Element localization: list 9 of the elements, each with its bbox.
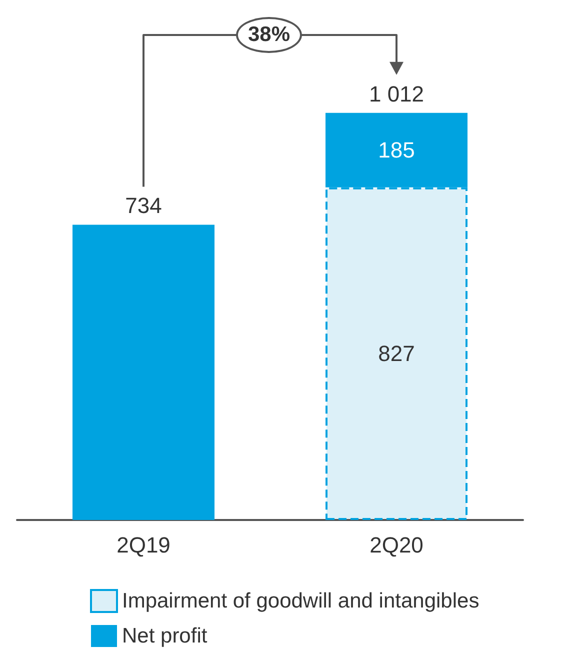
total-label: 1 012 [368, 81, 424, 106]
x-tick-label: 2Q19 [116, 532, 170, 558]
data-label: 185 [378, 138, 415, 163]
total-label: 734 [125, 193, 162, 218]
data-label: 827 [378, 341, 415, 366]
x-tick-label: 2Q20 [370, 532, 424, 558]
legend-label: Net profit [122, 624, 208, 648]
text: 38% [236, 17, 302, 53]
legend-label: Impairment of goodwill and intangibles [122, 590, 480, 612]
